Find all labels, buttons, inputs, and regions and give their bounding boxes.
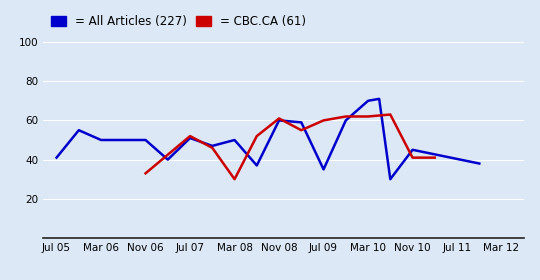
Legend: = All Articles (227), = CBC.CA (61): = All Articles (227), = CBC.CA (61)	[49, 13, 308, 30]
